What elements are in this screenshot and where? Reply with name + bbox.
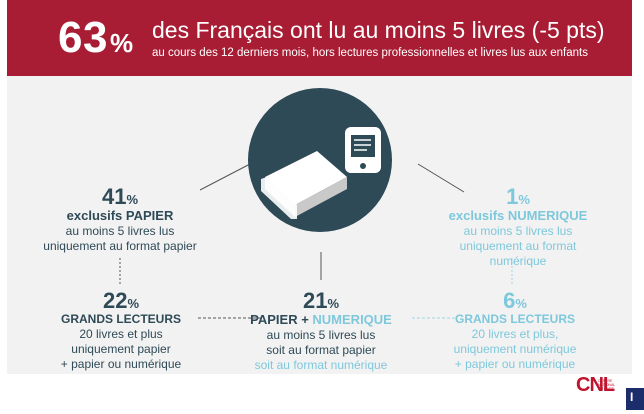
- connector-left: [199, 163, 251, 191]
- book-icon: [261, 151, 347, 219]
- stat-big-readers-paper-number: 22%: [102, 288, 140, 313]
- stat-paper-only-desc-1: au moins 5 livres lus: [65, 224, 175, 239]
- stat-paper-only: 41% exclusifs PAPIER au moins 5 livres l…: [40, 186, 200, 254]
- stat-digital-only-label: exclusifs NUMERIQUE: [448, 208, 588, 223]
- stat-paper-only-desc-2: uniquement au format papier: [43, 239, 197, 254]
- central-circle: [248, 88, 392, 232]
- stat-big-readers-paper-desc-1: 20 livres et plus: [79, 327, 163, 341]
- stat-paper-digital-desc-2: soit au format papier: [266, 343, 376, 358]
- stat-digital-only-desc-2: uniquement au format numérique: [459, 239, 577, 269]
- partner-logo-text: I: [630, 390, 634, 404]
- stat-big-readers-digital-label: GRANDS LECTEURS: [454, 312, 575, 326]
- stat-paper-digital: 21% PAPIER + NUMERIQUE au moins 5 livres…: [246, 290, 396, 373]
- stat-big-readers-paper-desc-2: uniquement papier: [71, 342, 171, 356]
- partner-logo: [626, 388, 644, 410]
- headline-title: des Français ont lu au moins 5 livres (-…: [152, 17, 605, 43]
- headline-percentage: 63%: [58, 16, 134, 60]
- stat-big-readers-digital-number: 6%: [503, 288, 527, 313]
- ereader-icon: [345, 127, 381, 173]
- headline-percent-symbol: %: [109, 28, 134, 58]
- header-banner: [7, 0, 632, 76]
- cnl-logo: CNL: [576, 375, 616, 397]
- stat-big-readers-digital-desc-3: + papier ou numérique: [454, 357, 576, 371]
- stat-paper-digital-desc-3: soit au format numérique: [254, 358, 388, 373]
- cnl-logo-small-text: CENTRE NATIONAL DU LIVRE: [598, 379, 616, 391]
- cnl-logo-text: CNL: [576, 374, 615, 396]
- stat-big-readers-paper: 22% GRANDS LECTEURS 20 livres et plus un…: [46, 290, 196, 372]
- stat-big-readers-digital: 6% GRANDS LECTEURS 20 livres et plus, un…: [440, 290, 590, 372]
- stat-paper-digital-desc-1: au moins 5 livres lus: [266, 328, 376, 343]
- stat-digital-only-desc-1: au moins 5 livres lus: [463, 224, 573, 239]
- headline-number: 63: [58, 13, 108, 62]
- stat-paper-digital-number: 21%: [302, 288, 340, 313]
- stat-digital-only-number: 1%: [506, 184, 530, 209]
- stat-paper-only-number: 41%: [101, 184, 139, 209]
- stat-big-readers-paper-desc-3: + papier ou numérique: [60, 357, 182, 371]
- stat-big-readers-digital-desc-2: uniquement numérique: [453, 342, 577, 356]
- stat-big-readers-paper-label: GRANDS LECTEURS: [60, 312, 181, 326]
- stat-big-readers-digital-desc-1: 20 livres et plus,: [471, 327, 559, 341]
- stat-paper-only-label: exclusifs PAPIER: [66, 208, 174, 223]
- connector-right: [417, 163, 465, 193]
- stat-paper-digital-label: PAPIER + NUMERIQUE: [250, 312, 392, 327]
- stat-digital-only: 1% exclusifs NUMERIQUE au moins 5 livres…: [438, 186, 598, 269]
- headline-subtitle: au cours des 12 derniers mois, hors lect…: [152, 47, 588, 59]
